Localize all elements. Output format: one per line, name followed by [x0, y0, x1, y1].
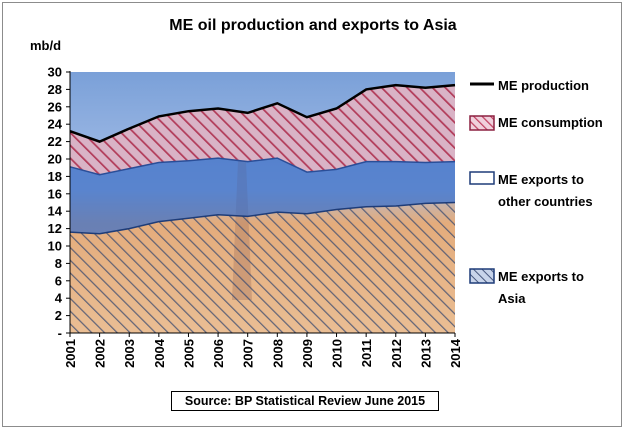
y-tick-label: 22	[48, 134, 62, 149]
x-tick-label: 2013	[418, 339, 433, 368]
y-tick-label: 20	[48, 152, 62, 167]
area-exports-asia	[70, 202, 455, 333]
x-tick-label: 2010	[330, 339, 345, 368]
y-tick-label: 28	[48, 82, 62, 97]
source-note: Source: BP Statistical Review June 2015	[171, 391, 439, 411]
x-tick-label: 2006	[211, 339, 226, 368]
x-tick-label: 2005	[181, 339, 196, 368]
legend: ME production ME consumption ME exports to…	[469, 78, 603, 306]
legend-swatch-consumption	[469, 115, 495, 131]
y-tick-label: 2	[55, 308, 62, 323]
legend-swatch-exports-asia	[469, 268, 495, 284]
legend-swatch-exports-other	[469, 171, 495, 185]
y-tick-label: 4	[55, 291, 63, 306]
x-tick-label: 2003	[122, 339, 137, 368]
x-tick-label: 2004	[152, 338, 167, 368]
x-tick-label: 2007	[241, 339, 256, 368]
area-consumption	[70, 85, 455, 175]
y-tick-label: -	[58, 326, 62, 341]
y-tick-label: 8	[55, 256, 62, 271]
y-tick-label: 6	[55, 273, 62, 288]
x-tick-label: 2012	[389, 339, 404, 368]
y-tick-label: 30	[48, 65, 62, 80]
legend-label-consumption: ME consumption	[498, 115, 603, 130]
x-tick-label: 2001	[63, 339, 78, 368]
y-tick-label: 12	[48, 221, 62, 236]
line-exports-other-top	[69, 157, 456, 176]
y-tick-label: 16	[48, 186, 62, 201]
line-exports-asia-top	[69, 201, 456, 235]
line-production	[69, 83, 456, 143]
y-tick-label: 14	[48, 204, 63, 219]
x-tick-label: 2014	[448, 338, 463, 368]
legend-label-exports-other: ME exports to other countries	[498, 172, 593, 209]
y-tick-label: 26	[48, 99, 62, 114]
plot-area	[69, 72, 456, 333]
y-tick-label: 24	[48, 117, 63, 132]
x-tick-label: 2009	[300, 339, 315, 368]
y-tick-label: 18	[48, 169, 62, 184]
y-axis-label: mb/d	[30, 38, 62, 53]
x-tick-label: 2002	[93, 339, 108, 368]
legend-label-production: ME production	[498, 78, 589, 93]
chart-title: ME oil production and exports to Asia	[169, 17, 457, 34]
x-tick-label: 2008	[270, 339, 285, 368]
y-tick-label: 10	[48, 239, 62, 254]
x-tick-label: 2011	[359, 339, 374, 367]
area-exports-other	[70, 158, 455, 234]
legend-label-exports-asia: ME exports to Asia	[498, 269, 584, 306]
